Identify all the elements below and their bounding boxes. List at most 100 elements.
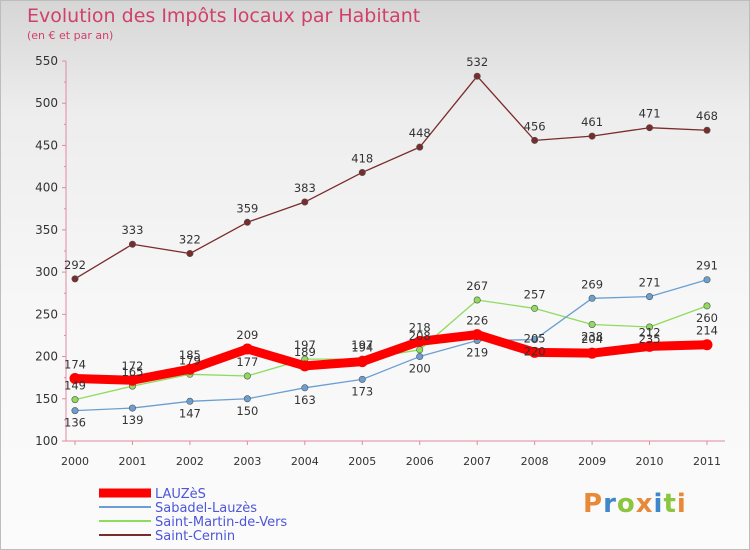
data-point [416,143,424,151]
logo-letter: o [616,489,636,519]
data-label: 163 [294,393,316,407]
data-point [646,323,654,331]
y-tick-label: 350 [35,223,58,237]
x-tick-label: 2011 [693,455,721,468]
data-point [644,340,656,352]
data-label: 179 [179,353,201,367]
series-line [74,279,708,412]
legend-label: Sabadel-Lauzès [155,501,257,516]
data-label: 208 [409,329,431,343]
data-label: 238 [581,329,603,343]
data-point [646,293,654,301]
data-point [416,353,424,361]
y-tick-label: 400 [35,181,58,195]
chart-subtitle: (en € et par an) [27,29,114,42]
y-tick-label: 200 [35,350,58,364]
y-tick-label: 450 [35,138,58,152]
data-point [586,347,598,359]
y-tick-label: 150 [35,392,58,406]
data-point [358,168,366,176]
data-label: 468 [696,109,718,123]
data-point [529,346,541,358]
logo-letter: P [583,489,604,519]
data-label: 461 [581,115,603,129]
logo-letter: x [635,489,654,519]
data-point [299,360,311,372]
data-label: 456 [524,119,546,133]
data-label: 260 [696,311,718,325]
data-point [301,198,309,206]
data-label: 185 [179,348,201,362]
legend-label: Saint-Cernin [155,529,235,544]
data-label: 149 [64,379,86,393]
data-label: 174 [64,358,86,372]
data-label: 165 [121,365,143,379]
data-point [473,296,481,304]
data-label: 267 [466,279,488,293]
series-lines [70,75,712,412]
data-label: 197 [294,338,316,352]
data-point [243,372,251,380]
chart-title: Evolution des Impôts locaux par Habitant [27,5,421,27]
series-line [74,75,708,280]
y-tick-label: 300 [35,265,58,279]
data-label: 471 [639,107,661,121]
data-point [184,363,196,375]
x-tick-label: 2001 [118,455,146,468]
data-point [646,124,654,132]
x-tick-label: 2005 [348,455,376,468]
data-label: 214 [696,324,718,338]
data-label: 383 [294,181,316,195]
data-label: 136 [64,416,86,430]
data-point [358,375,366,383]
data-label: 322 [179,233,201,247]
data-point [356,356,368,368]
data-label: 197 [351,338,373,352]
legend: LAUZèSSabadel-LauzèsSaint-Martin-de-Vers… [99,487,287,544]
x-tick-label: 2007 [463,455,491,468]
data-point [71,407,79,415]
x-tick-label: 2004 [291,455,319,468]
data-label: 173 [351,384,373,398]
data-point [588,132,596,140]
data-label: 418 [351,151,373,165]
data-label: 209 [236,328,258,342]
data-point [126,374,138,386]
data-point [701,339,713,351]
data-label: 147 [179,406,201,420]
x-tick-label: 2008 [521,455,549,468]
data-point [186,397,194,405]
logo-letter: t [663,489,677,519]
data-label: 150 [236,404,258,418]
data-label: 219 [466,346,488,360]
y-tick-label: 250 [35,307,58,321]
y-tick-label: 500 [35,96,58,110]
x-tick-label: 2003 [233,455,261,468]
data-label: 204 [581,332,603,346]
data-point [531,336,539,344]
data-point [531,136,539,144]
data-label: 532 [466,55,488,69]
data-label: 359 [236,201,258,215]
x-tick-label: 2002 [176,455,204,468]
data-point [69,373,81,385]
data-label: 139 [121,413,143,427]
data-label: 333 [121,223,143,237]
data-point [531,304,539,312]
data-label: 235 [639,332,661,346]
data-point [71,396,79,404]
data-point [703,302,711,310]
logo-letter: i [653,489,664,519]
data-label: 194 [351,341,373,355]
data-label: 200 [409,362,431,376]
data-point [588,294,596,302]
data-label: 257 [524,287,546,301]
x-tick-label: 2006 [406,455,434,468]
logo-letter: r [603,489,617,519]
data-point [128,240,136,248]
data-point [703,276,711,284]
data-label: 292 [64,258,86,272]
data-label: 172 [121,359,143,373]
